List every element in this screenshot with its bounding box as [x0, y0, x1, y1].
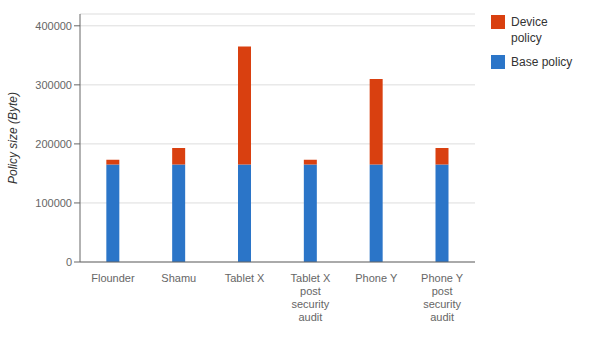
svg-text:Flounder: Flounder — [91, 272, 135, 284]
svg-text:0: 0 — [66, 256, 72, 268]
svg-text:Tablet X: Tablet X — [225, 272, 265, 284]
svg-text:100000: 100000 — [35, 197, 72, 209]
html-text:Base policy: Base policy — [511, 55, 573, 69]
svg-text:200000: 200000 — [35, 138, 72, 150]
svg-text:300000: 300000 — [35, 79, 72, 91]
html-text:Device policy: Device policy — [511, 15, 548, 45]
svg-text:400000: 400000 — [35, 20, 72, 32]
svg-text:Phone Y: Phone Y — [355, 272, 398, 284]
svg-text:Policy size (Byte): Policy size (Byte) — [8, 92, 20, 184]
svg-text:Tablet Xpostsecurityaudit: Tablet Xpostsecurityaudit — [291, 272, 331, 323]
svg-text:Phone Ypostsecurityaudit: Phone Ypostsecurityaudit — [421, 272, 464, 323]
svg-text:Shamu: Shamu — [161, 272, 196, 284]
